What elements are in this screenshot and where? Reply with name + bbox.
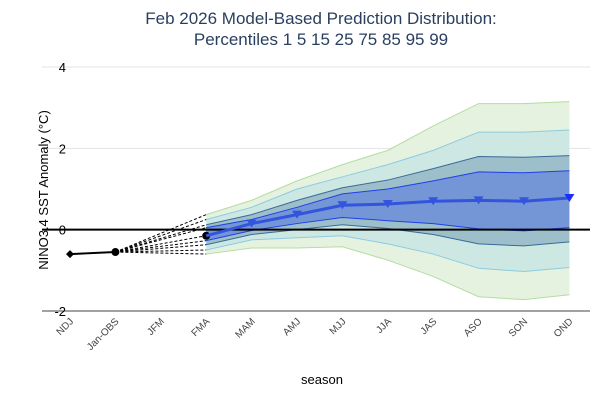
dashed-line-p25	[115, 240, 207, 253]
median-series	[205, 193, 575, 238]
median-point	[292, 210, 302, 219]
x-tick-label: Jan-OBS	[85, 316, 122, 353]
percentile-line-p95	[206, 129, 570, 220]
median-point	[382, 200, 393, 209]
x-axis-label: season	[301, 372, 343, 387]
y-axis-label: NINO3.4 SST Anomaly (°C)	[36, 110, 51, 270]
y-tick-label: 4	[59, 60, 66, 75]
y-tick-labels: 4 2 0 -2	[54, 60, 66, 319]
dashed-line-p99	[115, 214, 207, 253]
dashed-line-p50	[115, 235, 207, 253]
x-tick-label: SON	[507, 316, 530, 339]
chart-title-line2: Percentiles 1 5 15 25 75 85 95 99	[194, 30, 448, 49]
median-point	[428, 197, 439, 206]
x-tick-label: AMJ	[281, 316, 303, 338]
median-point	[246, 219, 257, 228]
observed-series	[66, 231, 211, 259]
observed-point	[111, 248, 120, 257]
dashed-line-p5	[115, 249, 207, 253]
x-tick-label: JFM	[145, 316, 167, 338]
x-tick-label: OND	[552, 316, 576, 340]
x-tick-label: MJJ	[328, 316, 349, 337]
percentile-line-p85	[206, 155, 570, 226]
x-tick-label: JJA	[374, 316, 394, 336]
dashed-line-p85	[115, 224, 207, 253]
y-tick-label: -2	[54, 304, 66, 319]
percentile-line-p15	[206, 224, 570, 247]
dashed-line-p1	[115, 251, 207, 255]
x-tick-label: JAS	[419, 316, 440, 337]
percentile-line-p99	[206, 101, 570, 216]
observed-line	[69, 251, 116, 256]
x-tick-label: ASO	[462, 316, 485, 339]
dashed-line-p15	[115, 244, 207, 253]
median-point	[337, 201, 348, 210]
median-point	[473, 196, 484, 205]
percentile-line-p1	[206, 246, 570, 301]
x-tick-labels: NDJ Jan-OBS JFM FMA MAM AMJ MJJ JJA JAS ASO SON OND	[55, 316, 576, 353]
x-tick-label: FMA	[190, 316, 213, 339]
observed-point	[66, 250, 74, 259]
median-point	[519, 197, 529, 206]
dashed-line-p95	[115, 219, 207, 253]
percentile-line-p5	[206, 235, 570, 273]
y-tick-label: 0	[59, 223, 66, 238]
y-tick-label: 2	[59, 141, 66, 156]
chart-title-line1: Feb 2026 Model-Based Prediction Distribu…	[145, 9, 497, 28]
x-tick-label: NDJ	[55, 316, 77, 338]
percentile-line-p75	[206, 170, 570, 229]
median-point	[564, 193, 575, 202]
x-tick-label: MAM	[233, 316, 257, 340]
transition-dashes	[115, 214, 207, 255]
